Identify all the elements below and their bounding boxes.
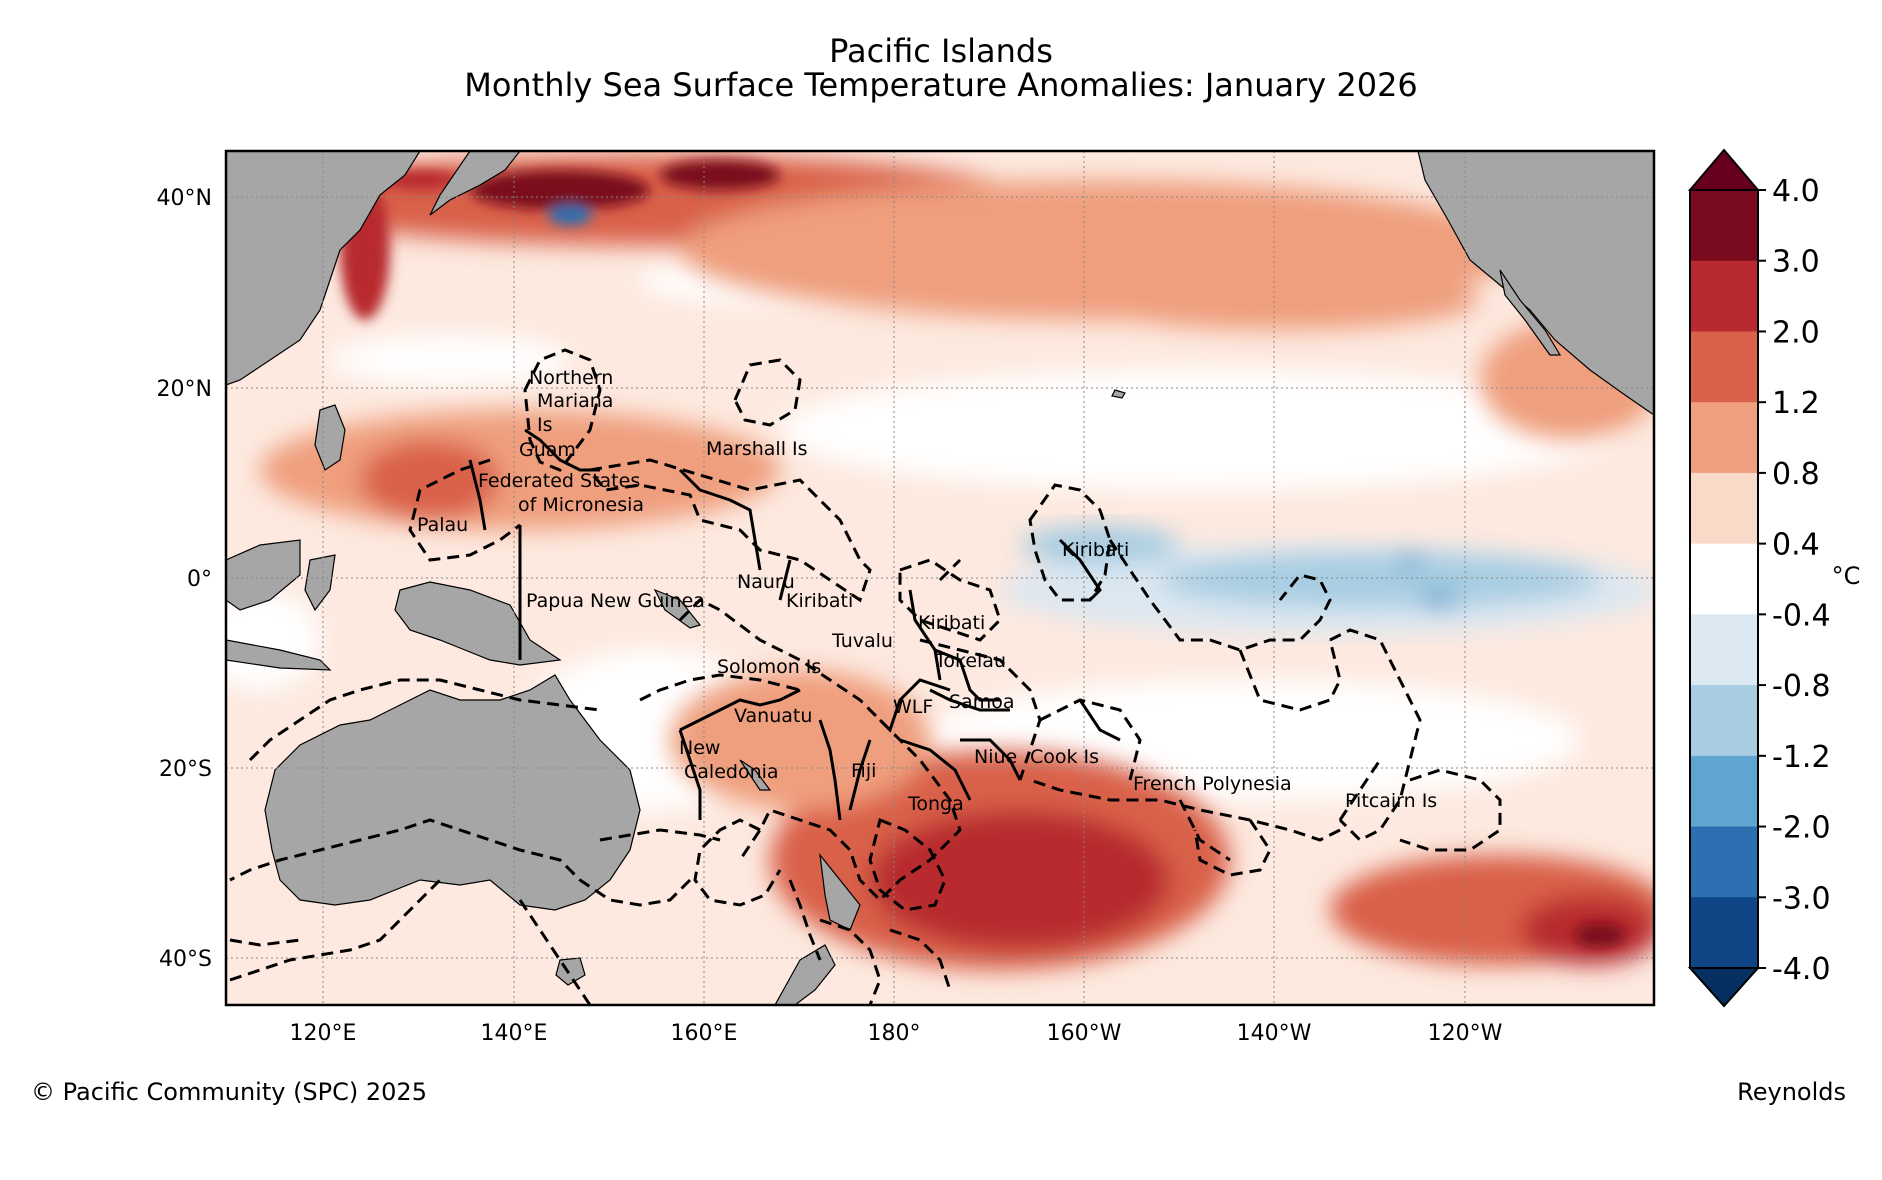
colorbar-segment [1690, 331, 1758, 403]
colorbar-segment [1690, 543, 1758, 615]
sumatra-java-land [226, 639, 332, 671]
label-palau: Palau [417, 514, 468, 536]
map-title: Pacific Islands [829, 32, 1053, 70]
colorbar-tick-label: 3.0 [1772, 245, 1820, 280]
cold-tongue [1000, 525, 1654, 635]
label-caledonia: Caledonia [684, 761, 779, 783]
colorbar: 4.0 3.0 2.0 1.2 0.8 0.4 -0.4 -0.8 -1.2 -2.0 -3.0 -4… [1687, 148, 1861, 1008]
colorbar-segment [1690, 897, 1758, 969]
colorbar-segment [1690, 472, 1758, 545]
label-tokelau: Tokelau [934, 650, 1006, 672]
borneo-land [226, 539, 301, 611]
colorbar-unit: °C [1832, 562, 1861, 590]
lon-tick: 120°E [290, 1021, 357, 1046]
lon-tick: 160°E [671, 1021, 738, 1046]
new-zealand-north-land [819, 852, 861, 931]
label-fiji: Fiji [851, 760, 876, 782]
lat-tick: 40°N [157, 186, 212, 211]
lon-ticks: 120°E 140°E 160°E 180° 160°W 140°W 120°W [290, 1021, 1503, 1046]
lat-ticks: 40°N 20°N 0° 20°S 40°S [157, 186, 212, 972]
label-is: Is [537, 414, 553, 436]
colorbar-ticks: 4.0 3.0 2.0 1.2 0.8 0.4 -0.4 -0.8 -1.2 -2.0 -3.0 -4… [1758, 174, 1831, 987]
solid-boundaries [468, 428, 1121, 821]
label-kiribati-central: Kiribati [918, 612, 985, 634]
colorbar-segment [1690, 755, 1758, 828]
colorbar-segment [1690, 614, 1758, 686]
label-png: Papua New Guinea [526, 590, 705, 612]
label-fsm-2: of Micronesia [518, 494, 644, 516]
lon-tick: 160°W [1047, 1021, 1122, 1046]
label-french-polynesia: French Polynesia [1133, 773, 1292, 795]
label-kiribati-east: Kiribati [1062, 539, 1129, 561]
colorbar-tick-label: 4.0 [1772, 174, 1820, 209]
copyright-text: © Pacific Community (SPC) 2025 [31, 1078, 427, 1106]
data-source-text: Reynolds [1737, 1078, 1846, 1106]
colorbar-tick-label: 0.4 [1772, 528, 1820, 563]
label-kiribati-west: Kiribati [786, 590, 853, 612]
lat-tick: 20°S [159, 757, 212, 782]
map-frame [224, 149, 1656, 1007]
label-nauru: Nauru [737, 571, 795, 593]
label-cook-is: Cook Is [1030, 746, 1099, 768]
sulawesi-land [304, 554, 336, 612]
colorbar-tick-label: 2.0 [1772, 315, 1820, 350]
colorbar-segment [1690, 402, 1758, 474]
graticule [226, 151, 1654, 1005]
sst-field [226, 151, 1654, 1005]
colorbar-segments [1690, 190, 1758, 969]
lon-tick: 180° [868, 1021, 921, 1046]
colorbar-tick-label: 0.8 [1772, 457, 1820, 492]
label-tuvalu: Tuvalu [831, 630, 893, 652]
colorbar-bottom-arrow [1687, 967, 1761, 1008]
lon-tick: 140°E [481, 1021, 548, 1046]
colorbar-segment [1690, 260, 1758, 332]
label-pitcairn-is: Pitcairn Is [1345, 790, 1437, 812]
lat-tick: 20°N [157, 377, 212, 402]
label-mariana: Mariana [537, 390, 613, 412]
colorbar-tick-label: -3.0 [1772, 881, 1831, 916]
colorbar-tick-label: -0.8 [1772, 669, 1831, 704]
lon-tick: 140°W [1237, 1021, 1312, 1046]
label-niue: Niue [974, 746, 1017, 768]
north-america-land [1417, 151, 1654, 416]
label-marshall-is: Marshall Is [706, 438, 808, 460]
eez-boundaries [229, 348, 1502, 1005]
label-fsm-1: Federated States [478, 470, 640, 492]
label-wlf: WLF [893, 696, 933, 718]
colorbar-segment [1690, 826, 1758, 898]
lat-tick: 40°S [159, 947, 212, 972]
region-labels: Northern Mariana Is Guam Marshall Is Fed… [417, 367, 1437, 815]
colorbar-tick-label: 1.2 [1772, 386, 1820, 421]
japan-land [429, 151, 521, 216]
colorbar-segment [1690, 685, 1758, 757]
colorbar-top-arrow [1687, 148, 1761, 191]
map-subtitle: Monthly Sea Surface Temperature Anomalie… [464, 66, 1418, 104]
label-northern: Northern [529, 367, 613, 389]
lat-tick: 0° [187, 567, 212, 592]
colorbar-tick-label: -2.0 [1772, 811, 1831, 846]
lon-tick: 120°W [1428, 1021, 1503, 1046]
label-vanuatu: Vanuatu [734, 705, 812, 727]
australia-land [264, 674, 641, 911]
label-samoa: Samoa [949, 691, 1014, 713]
colorbar-tick-label: -0.4 [1772, 598, 1831, 633]
baja-land [1499, 269, 1562, 356]
label-solomon-is: Solomon Is [717, 656, 821, 678]
label-tonga: Tonga [907, 793, 964, 815]
colorbar-tick-label: -1.2 [1772, 740, 1831, 775]
label-guam: Guam [519, 439, 576, 461]
label-new: New [679, 737, 720, 759]
colorbar-frame [1689, 189, 1759, 969]
colorbar-tick-label: -4.0 [1772, 952, 1831, 987]
colorbar-segment [1690, 190, 1758, 262]
